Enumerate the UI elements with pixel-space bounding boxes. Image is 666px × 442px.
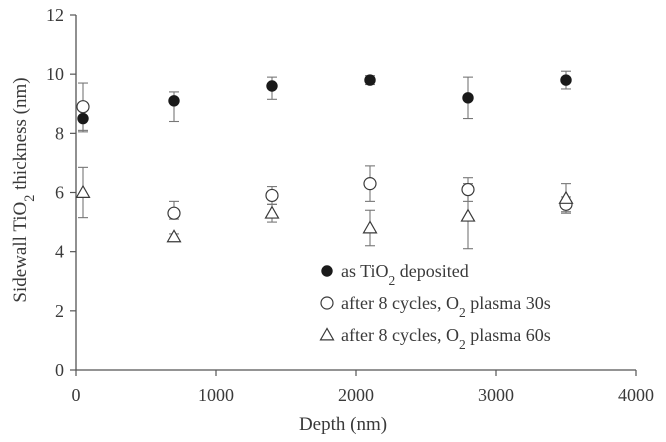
- y-tick-label: 12: [46, 5, 64, 25]
- x-axis-title: Depth (nm): [299, 414, 387, 435]
- axes: [70, 14, 637, 376]
- data-point-open-circle: [461, 182, 475, 197]
- data-markers: [75, 74, 574, 243]
- y-tick-label: 0: [55, 360, 64, 380]
- x-tick-label: 4000: [618, 385, 654, 405]
- data-point-open-circle: [167, 206, 181, 220]
- data-point-open-circle: [265, 188, 279, 203]
- y-axis-title: Sidewall TiO2 thickness (nm): [10, 77, 38, 302]
- x-tick-label: 0: [72, 385, 81, 405]
- y-tick-label: 6: [55, 183, 64, 203]
- y-tick-label: 8: [55, 123, 64, 143]
- data-point-filled-circle: [266, 80, 278, 92]
- data-point-open-triangle: [264, 205, 280, 219]
- data-point-filled-circle: [560, 74, 572, 86]
- data-point-open-triangle: [558, 190, 574, 204]
- tick-labels: 0 2 4 6 8 10 12 0 1000 2000 3000 4000: [46, 5, 654, 405]
- legend-marker-open-circle: [320, 296, 334, 310]
- data-point-filled-circle: [462, 92, 474, 104]
- data-point-filled-circle: [364, 74, 376, 86]
- legend-label: after 8 cycles, O2 plasma 60s: [341, 325, 551, 352]
- legend-marker-filled-circle: [321, 265, 333, 277]
- data-point-open-triangle: [460, 208, 476, 222]
- y-tick-label: 2: [55, 301, 64, 321]
- x-tick-label: 3000: [478, 385, 514, 405]
- legend: as TiO2 deposited after 8 cycles, O2 plas…: [319, 261, 551, 352]
- data-point-filled-circle: [168, 95, 180, 107]
- legend-label: as TiO2 deposited: [341, 261, 469, 288]
- legend-marker-open-triangle: [319, 327, 335, 341]
- x-tick-label: 2000: [338, 385, 374, 405]
- data-point-open-triangle: [166, 229, 182, 243]
- y-tick-label: 10: [46, 64, 64, 84]
- x-tick-label: 1000: [198, 385, 234, 405]
- data-point-filled-circle: [77, 112, 89, 125]
- y-tick-label: 4: [55, 242, 64, 262]
- data-point-open-circle: [363, 177, 377, 191]
- legend-label: after 8 cycles, O2 plasma 30s: [341, 293, 551, 320]
- data-point-open-triangle: [75, 184, 91, 198]
- data-point-open-triangle: [362, 220, 378, 234]
- error-bars: [78, 70, 571, 250]
- data-point-open-circle: [76, 100, 90, 114]
